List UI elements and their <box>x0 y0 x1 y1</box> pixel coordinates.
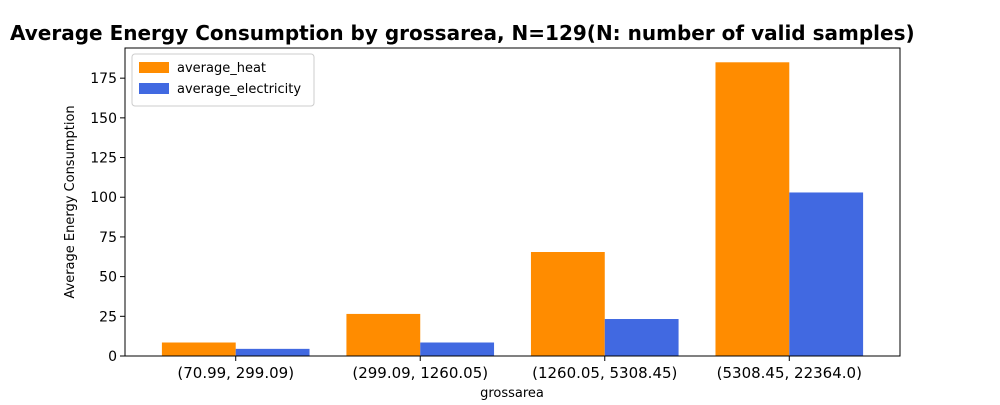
y-tick-label: 150 <box>90 111 117 127</box>
bar-average_electricity-1 <box>420 342 495 356</box>
legend-swatch-average_electricity <box>139 83 169 94</box>
bar-average_heat-0 <box>161 342 236 356</box>
chart-title: Average Energy Consumption by grossarea,… <box>10 21 915 45</box>
y-tick-label: 175 <box>90 71 117 87</box>
bar-average_electricity-0 <box>235 348 310 356</box>
legend: average_heat average_electricity <box>131 53 315 107</box>
bar-average_electricity-2 <box>604 319 679 356</box>
legend-label-average_electricity: average_electricity <box>177 82 301 97</box>
y-tick-label: 50 <box>99 270 117 286</box>
legend-swatch-average_heat <box>139 62 169 73</box>
x-tick-label: (299.09, 1260.05) <box>352 364 488 382</box>
x-tick-label: (5308.45, 22364.0) <box>717 364 862 382</box>
y-axis-label: Average Energy Consumption <box>63 105 78 298</box>
legend-label-average_heat: average_heat <box>177 61 266 76</box>
x-tick-label: (70.99, 299.09) <box>177 364 294 382</box>
bar-average_heat-1 <box>346 313 421 356</box>
y-tick-label: 0 <box>108 349 117 365</box>
y-tick-label: 125 <box>90 151 117 167</box>
bar-average_heat-3 <box>715 62 790 356</box>
x-axis-label: grossarea <box>480 386 544 400</box>
y-tick-label: 25 <box>99 309 117 325</box>
plot-frame <box>124 47 901 357</box>
y-tick-label: 100 <box>90 190 117 206</box>
bar-average_heat-2 <box>530 252 605 356</box>
legend-box <box>131 53 315 107</box>
y-tick-label: 75 <box>99 230 117 246</box>
x-tick-label: (1260.05, 5308.45) <box>532 364 677 382</box>
bar-average_electricity-3 <box>789 192 864 356</box>
